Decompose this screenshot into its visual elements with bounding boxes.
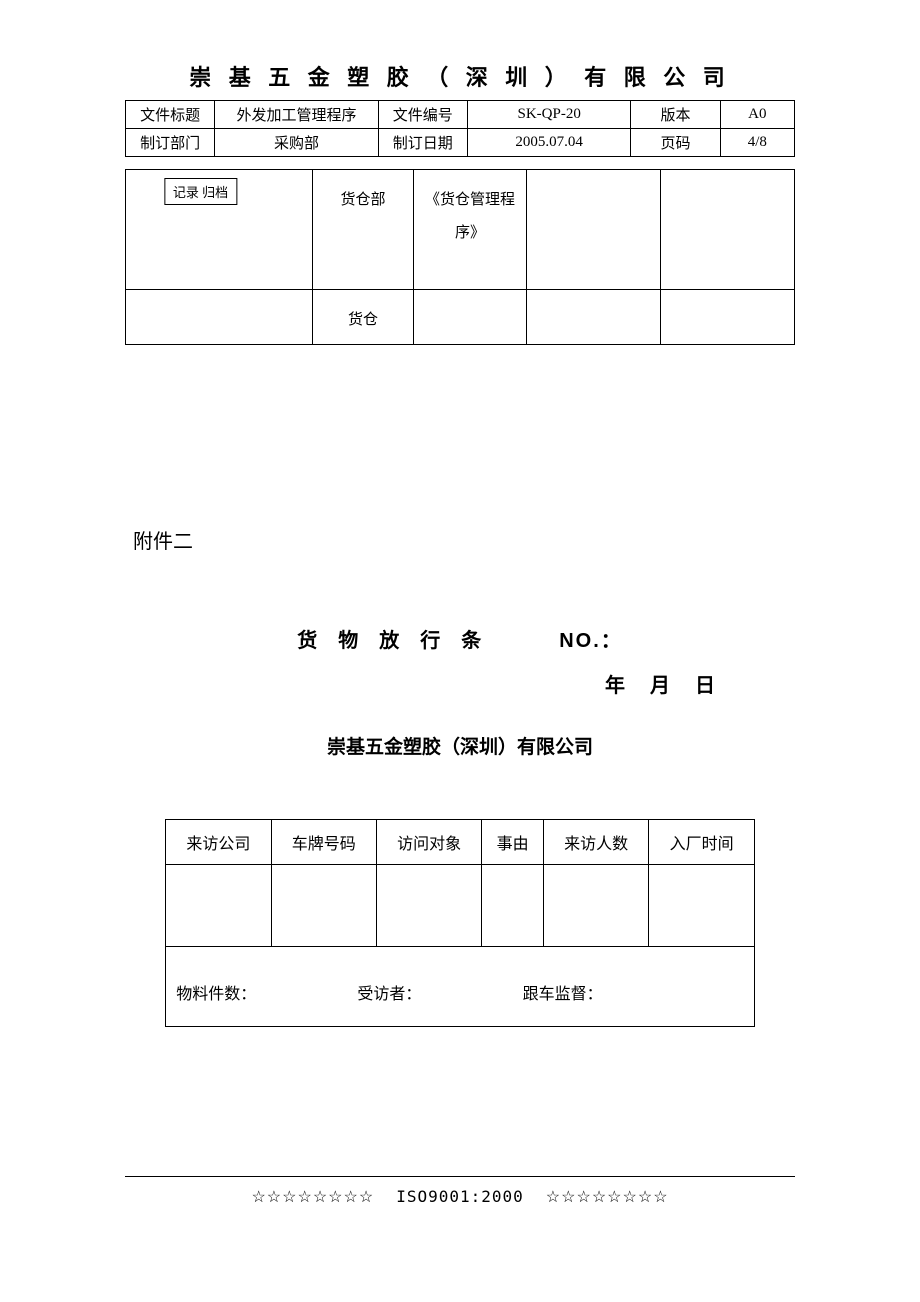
process-r1c4: [527, 170, 661, 290]
header-date-value: 2005.07.04: [467, 129, 631, 157]
visit-cell: [271, 865, 376, 947]
visit-cell: [543, 865, 648, 947]
visit-cell: [376, 865, 481, 947]
header-version-value: A0: [720, 101, 794, 129]
process-r2c4: [527, 290, 661, 345]
form-date: 年 月 日: [125, 669, 795, 698]
header-table: 文件标题 外发加工管理程序 文件编号 SK-QP-20 版本 A0 制订部门 采…: [125, 100, 795, 157]
footer-visited-label: 受访者：: [357, 980, 421, 1004]
process-r1c5: [661, 170, 795, 290]
header-doc-title-value: 外发加工管理程序: [215, 101, 379, 129]
process-r2c2: 货仓: [313, 290, 413, 345]
process-r2c5: [661, 290, 795, 345]
footer-items-label: 物料件数：: [176, 980, 256, 1004]
header-doc-title-label: 文件标题: [126, 101, 215, 129]
visit-col-count: 来访人数: [543, 820, 648, 865]
footer-stars-left: ☆☆☆☆☆☆☆☆: [251, 1189, 374, 1206]
visit-table: 来访公司 车牌号码 访问对象 事由 来访人数 入厂时间 物料件数：: [165, 819, 755, 1027]
page-footer: ☆☆☆☆☆☆☆☆ ISO9001:2000 ☆☆☆☆☆☆☆☆: [125, 1176, 795, 1207]
header-page-value: 4/8: [720, 129, 794, 157]
visit-cell: [649, 865, 754, 947]
visit-col-target: 访问对象: [376, 820, 481, 865]
header-dept-value: 采购部: [215, 129, 379, 157]
header-doc-number-label: 文件编号: [378, 101, 467, 129]
visit-col-time: 入厂时间: [649, 820, 754, 865]
process-r1c2: 货仓部: [313, 170, 413, 290]
process-r2c1: [126, 290, 313, 345]
form-title: 货 物 放 行 条: [297, 624, 489, 653]
release-form: 货 物 放 行 条 NO.： 年 月 日 崇基五金塑胶（深圳）有限公司 来访公司…: [125, 624, 795, 1027]
process-table: 记录 归档 货仓部 《货仓管理程序》 货仓: [125, 169, 795, 345]
footer-iso: ISO9001:2000: [396, 1187, 524, 1206]
attachment-label: 附件二: [133, 525, 795, 554]
process-r1c3: 《货仓管理程序》: [413, 170, 527, 290]
header-dept-label: 制订部门: [126, 129, 215, 157]
visit-cell: [166, 865, 271, 947]
header-page-label: 页码: [631, 129, 720, 157]
visit-col-company: 来访公司: [166, 820, 271, 865]
process-r1c1: 记录 归档: [126, 170, 313, 290]
visit-col-reason: 事由: [482, 820, 544, 865]
footer-supervisor-label: 跟车监督：: [523, 980, 603, 1004]
footer-stars-right: ☆☆☆☆☆☆☆☆: [546, 1189, 669, 1206]
visit-footer: 物料件数： 受访者： 跟车监督：: [166, 947, 755, 1027]
header-doc-number-value: SK-QP-20: [467, 101, 631, 129]
visit-col-plate: 车牌号码: [271, 820, 376, 865]
form-company: 崇基五金塑胶（深圳）有限公司: [125, 732, 795, 759]
process-r2c3: [413, 290, 527, 345]
form-no-label: NO.：: [559, 624, 623, 653]
visit-cell: [482, 865, 544, 947]
company-title: 崇 基 五 金 塑 胶 （ 深 圳 ） 有 限 公 司: [125, 60, 795, 92]
header-version-label: 版本: [631, 101, 720, 129]
header-date-label: 制订日期: [378, 129, 467, 157]
record-archive-box: 记录 归档: [164, 178, 237, 205]
